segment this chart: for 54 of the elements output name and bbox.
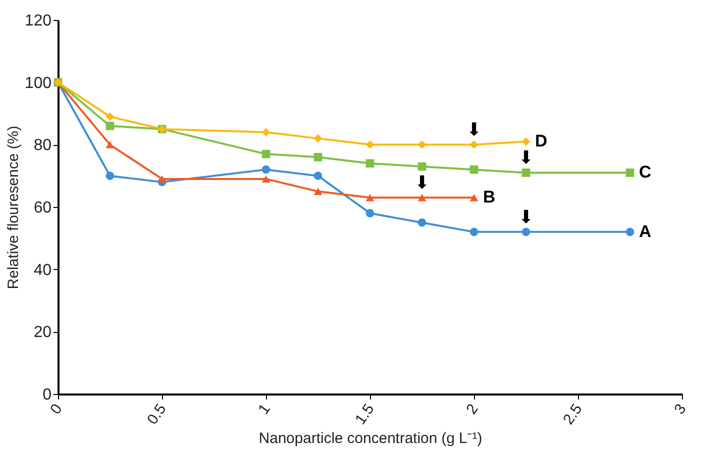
x-tick-label: 1 bbox=[255, 400, 274, 418]
point bbox=[470, 165, 478, 174]
point bbox=[418, 162, 426, 171]
y-axis-title: Relative flouresence (%) bbox=[4, 126, 22, 290]
series-label: C bbox=[639, 162, 652, 182]
y-tick-label: 60 bbox=[34, 200, 52, 216]
point bbox=[366, 194, 374, 202]
point bbox=[262, 150, 270, 158]
point bbox=[314, 172, 322, 180]
y-tick-label: 20 bbox=[34, 324, 52, 342]
series-label: D bbox=[535, 132, 548, 151]
x-axis-title: Nanoparticle concentration (g L⁻¹) bbox=[258, 430, 482, 448]
point bbox=[366, 209, 374, 218]
point bbox=[418, 140, 426, 149]
point bbox=[626, 168, 634, 177]
point bbox=[418, 218, 426, 227]
point bbox=[158, 175, 166, 183]
point bbox=[106, 112, 114, 121]
y-tick-label: 120 bbox=[24, 12, 52, 30]
point bbox=[470, 140, 478, 149]
point bbox=[262, 175, 270, 183]
point bbox=[314, 134, 322, 143]
point bbox=[522, 228, 530, 236]
y-tick-label: 0 bbox=[42, 386, 52, 404]
x-tick-label: 0 bbox=[47, 400, 66, 418]
annotation: ⬇ bbox=[518, 206, 534, 228]
point bbox=[470, 194, 478, 202]
y-tick-label: 40 bbox=[34, 262, 52, 279]
point bbox=[522, 168, 530, 177]
x-tick-label: 2.5 bbox=[560, 400, 586, 428]
x-tick-label: 3 bbox=[671, 400, 690, 418]
x-tick-label: 0.5 bbox=[144, 400, 170, 428]
y-tick-label: 100 bbox=[24, 74, 52, 92]
y-tick-label: 80 bbox=[34, 137, 52, 154]
point bbox=[262, 165, 270, 174]
point bbox=[470, 228, 478, 236]
x-tick-label: 1.5 bbox=[352, 400, 378, 428]
point bbox=[366, 159, 374, 168]
point bbox=[106, 141, 114, 148]
point bbox=[262, 128, 270, 136]
annotation: ⬇ bbox=[518, 148, 534, 169]
annotation: ⬇ bbox=[414, 172, 430, 194]
series-label: B bbox=[483, 188, 496, 207]
point bbox=[418, 194, 426, 202]
annotation: ⬇ bbox=[466, 120, 482, 141]
point bbox=[314, 152, 322, 162]
point bbox=[314, 188, 322, 196]
point bbox=[106, 172, 114, 180]
point bbox=[522, 137, 530, 146]
series-label: A bbox=[639, 222, 652, 241]
point bbox=[106, 122, 114, 130]
point bbox=[366, 140, 374, 149]
point bbox=[626, 228, 634, 236]
x-tick-label: 2 bbox=[463, 400, 482, 418]
